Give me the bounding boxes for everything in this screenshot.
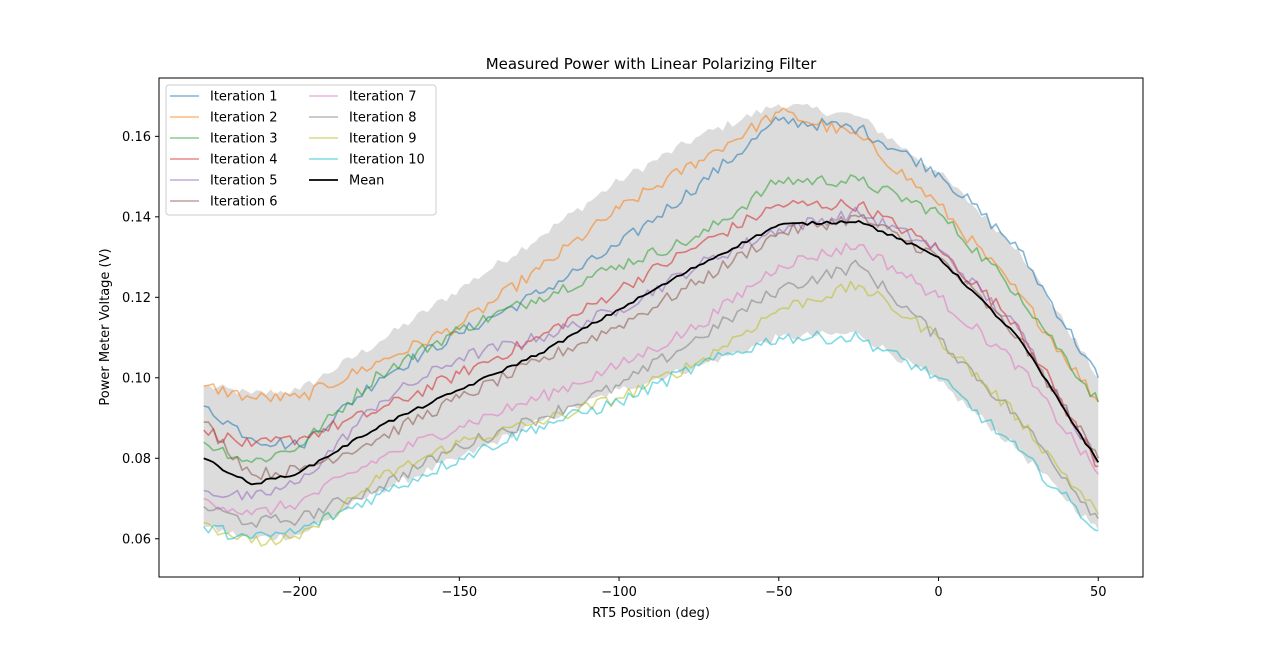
x-tick-label: 50 — [1090, 585, 1107, 600]
legend-entry-label: Iteration 4 — [210, 153, 278, 168]
x-tick-label: −150 — [441, 585, 477, 600]
legend-entry-label: Iteration 6 — [210, 195, 278, 210]
series-line-iteration-6 — [203, 213, 1100, 481]
y-tick-label: 0.12 — [122, 291, 151, 306]
legend-entry-label: Iteration 9 — [349, 132, 417, 147]
x-tick-label: −50 — [765, 585, 792, 600]
x-tick-label: −200 — [282, 585, 318, 600]
legend-entry-label: Mean — [349, 174, 384, 189]
legend-entry-label: Iteration 8 — [349, 111, 417, 126]
x-tick-label: −100 — [601, 585, 637, 600]
y-tick-label: 0.16 — [122, 130, 151, 145]
y-tick-label: 0.14 — [122, 210, 151, 225]
series-line-iteration-1 — [203, 116, 1100, 450]
envelope-fill — [203, 103, 1099, 541]
y-tick-label: 0.08 — [122, 452, 151, 467]
series-line-iteration-5 — [203, 206, 1099, 501]
legend: Iteration 1 Iteration 2 Iteration 3 Iterati… — [165, 84, 437, 216]
x-tick-label: 0 — [934, 585, 942, 600]
plot-area — [203, 103, 1100, 547]
legend-entry-label: Iteration 1 — [210, 90, 278, 105]
y-tick-label: 0.10 — [122, 371, 151, 386]
series-line-iteration-7 — [203, 242, 1099, 516]
legend-box — [165, 84, 437, 216]
y-axis: 0.06 0.08 0.10 0.12 0.14 0.16 — [122, 130, 159, 547]
y-tick-label: 0.06 — [122, 532, 151, 547]
legend-entry-label: Iteration 2 — [210, 111, 278, 126]
legend-entry-label: Iteration 3 — [210, 132, 278, 147]
series-line-iteration-2 — [203, 107, 1099, 403]
plot-frame — [158, 77, 1144, 578]
series-line-iteration-9 — [203, 280, 1100, 547]
chart-title: Measured Power with Linear Polarizing Fi… — [486, 55, 817, 73]
x-axis-label: RT5 Position (deg) — [592, 606, 710, 621]
series-line-iteration-3 — [203, 174, 1100, 464]
legend-entry-label: Iteration 5 — [210, 174, 278, 189]
legend-entry-label: Iteration 7 — [349, 90, 417, 105]
series-line-iteration-10 — [203, 330, 1099, 540]
y-axis-label: Power Meter Voltage (V) — [98, 248, 113, 405]
x-axis: −200 −150 −100 −50 0 50 — [282, 577, 1107, 600]
series-line-mean — [203, 220, 1100, 486]
legend-entry-label: Iteration 10 — [349, 153, 425, 168]
